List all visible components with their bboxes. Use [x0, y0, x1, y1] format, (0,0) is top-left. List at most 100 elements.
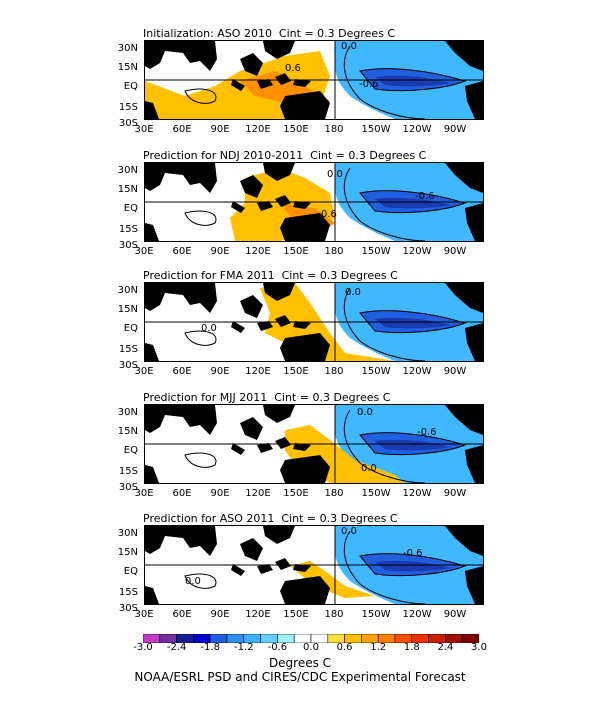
longitude-label: 150W	[361, 609, 391, 620]
longitude-label: 120E	[245, 609, 271, 620]
colorbar-tick-label: 1.8	[403, 642, 420, 653]
longitude-label: 150E	[283, 124, 309, 135]
longitude-label: 150W	[361, 366, 391, 377]
longitude-label: 90E	[210, 488, 230, 499]
colorbar-tick-label: 2.4	[437, 642, 454, 653]
latitude-label: EQ	[123, 445, 138, 456]
panel-title: Prediction for NDJ 2010-2011 Cint = 0.3 …	[143, 149, 427, 162]
latitude-label: 15N	[117, 304, 138, 315]
contour-label: 0.6	[321, 209, 337, 220]
anomaly-map-svg: 0.0 -0.6 0.0	[145, 526, 483, 604]
contour-label: 0.0	[341, 41, 357, 52]
longitude-label: 120E	[245, 488, 271, 499]
longitude-label: 60E	[172, 246, 192, 257]
forecast-panel: Prediction for NDJ 2010-2011 Cint = 0.3 …	[0, 150, 600, 270]
longitude-label: 90W	[443, 488, 467, 499]
longitude-label: 60E	[172, 366, 192, 377]
longitude-label: 180	[324, 366, 344, 377]
latitude-label: 15S	[118, 466, 138, 477]
longitude-label: 90E	[210, 366, 230, 377]
anomaly-map-svg: 0.0 0.6 -0.6	[145, 41, 483, 119]
anomaly-map-svg: 0.0 -0.6 0.6	[145, 163, 483, 241]
colorbar-labels: -3.0 -2.4 -1.8 -1.2 -0.6 0.0 0.6 1.2 1.8 2.4 3.0	[0, 643, 600, 655]
longitude-label: 150E	[283, 246, 309, 257]
latitude-label: 30N	[117, 43, 138, 54]
colorbar-swatches	[142, 633, 480, 644]
longitude-label: 30E	[134, 124, 154, 135]
latitude-label: 15N	[117, 547, 138, 558]
longitude-label: 180	[324, 246, 344, 257]
colorbar-tick-label: 0.6	[336, 642, 353, 653]
longitude-label: 120E	[245, 124, 271, 135]
longitude-label: 60E	[172, 124, 192, 135]
contour-label: 0.0	[201, 323, 217, 334]
latitude-label: 30N	[117, 165, 138, 176]
longitude-label: 30E	[134, 366, 154, 377]
anomaly-map: 0.0 -0.6 0.0	[144, 404, 484, 484]
longitude-label: 150E	[283, 609, 309, 620]
longitude-label: 30E	[134, 609, 154, 620]
longitude-label: 90E	[210, 609, 230, 620]
anomaly-map: 0.0 -0.6 0.0	[144, 525, 484, 605]
longitude-label: 150W	[361, 246, 391, 257]
forecast-panel: Prediction for MJJ 2011 Cint = 0.3 Degre…	[0, 392, 600, 512]
latitude-label: 15S	[118, 102, 138, 113]
colorbar-tick-label: 0.0	[303, 642, 319, 653]
contour-label: 0.6	[285, 63, 301, 74]
anomaly-map-svg: 0.0 -0.6 0.0	[145, 405, 483, 483]
latitude-label: 30S	[118, 482, 138, 493]
longitude-label: 120W	[402, 246, 432, 257]
colorbar-tick-label: -3.0	[133, 642, 153, 653]
colorbar	[142, 628, 480, 647]
longitude-label: 90W	[443, 246, 467, 257]
contour-label: -0.6	[359, 79, 379, 90]
latitude-label: 30S	[118, 360, 138, 371]
contour-label: -0.6	[417, 427, 437, 438]
anomaly-map-svg: 0.0 0.0	[145, 283, 483, 361]
colorbar-units: Degrees C	[268, 656, 332, 670]
longitude-label: 180	[324, 609, 344, 620]
anomaly-map: 0.0 0.0	[144, 282, 484, 362]
contour-label: 0.0	[341, 526, 357, 537]
contour-label: 0.0	[327, 169, 343, 180]
latitude-label: 30N	[117, 528, 138, 539]
longitude-label: 180	[324, 124, 344, 135]
latitude-label: 30S	[118, 603, 138, 614]
credit-text: NOAA/ESRL PSD and CIRES/CDC Experimental…	[134, 670, 466, 684]
contour-label: 0.0	[357, 407, 373, 418]
contour-label: 0.0	[345, 287, 361, 298]
latitude-label: EQ	[123, 566, 138, 577]
forecast-panel: Prediction for ASO 2011 Cint = 0.3 Degre…	[0, 513, 600, 633]
longitude-label: 150W	[361, 124, 391, 135]
colorbar-tick-label: -0.6	[267, 642, 288, 653]
latitude-label: 30N	[117, 407, 138, 418]
longitude-label: 90W	[443, 366, 467, 377]
longitude-label: 120W	[402, 124, 432, 135]
latitude-label: 15N	[117, 426, 138, 437]
longitude-label: 60E	[172, 609, 192, 620]
contour-label: 0.0	[185, 576, 201, 587]
longitude-label: 90E	[210, 124, 230, 135]
panel-title: Prediction for ASO 2011 Cint = 0.3 Degre…	[143, 512, 398, 525]
panel-title: Prediction for FMA 2011 Cint = 0.3 Degre…	[143, 269, 398, 282]
longitude-label: 60E	[172, 488, 192, 499]
latitude-label: 30S	[118, 118, 138, 129]
latitude-label: 15N	[117, 62, 138, 73]
longitude-label: 90E	[210, 246, 230, 257]
longitude-label: 150E	[283, 366, 309, 377]
latitude-label: 30N	[117, 285, 138, 296]
forecast-panel: Prediction for FMA 2011 Cint = 0.3 Degre…	[0, 270, 600, 390]
longitude-label: 90W	[443, 124, 467, 135]
contour-label: -0.6	[403, 548, 423, 559]
latitude-label: EQ	[123, 323, 138, 334]
colorbar-tick-label: 3.0	[471, 642, 487, 653]
longitude-label: 150W	[361, 488, 391, 499]
panel-title: Initialization: ASO 2010 Cint = 0.3 Degr…	[143, 27, 396, 40]
latitude-label: 15N	[117, 184, 138, 195]
latitude-label: 15S	[118, 587, 138, 598]
longitude-label: 120W	[402, 609, 432, 620]
latitude-label: 15S	[118, 344, 138, 355]
latitude-label: EQ	[123, 81, 138, 92]
latitude-label: 30S	[118, 240, 138, 251]
anomaly-map: 0.0 -0.6 0.6	[144, 162, 484, 242]
